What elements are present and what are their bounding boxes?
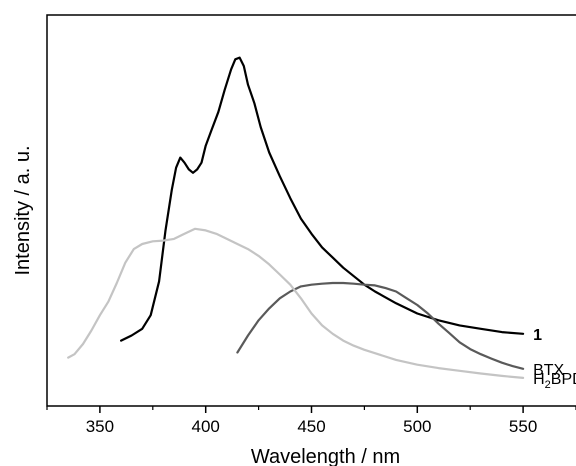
series-label-2: BTX: [533, 362, 564, 379]
series-line-2: [236, 281, 525, 370]
plot-frame: [46, 14, 576, 407]
curves-layer: [67, 56, 525, 379]
series-line-3: [67, 227, 525, 379]
series-line-1: [120, 56, 525, 342]
series-label-1: 1: [533, 327, 542, 344]
x-tick-label: 500: [403, 417, 431, 436]
x-tick-label: 350: [86, 417, 114, 436]
y-axis-title: Intensity / a. u.: [12, 145, 34, 275]
ticks-layer: 350 400 450 500 550: [46, 406, 576, 436]
x-tick-label: 550: [509, 417, 537, 436]
series-labels-layer: 1 BTXH2BPDC: [533, 327, 576, 391]
x-axis-title: Wavelength / nm: [251, 446, 400, 466]
series-label-3: H2BPDC: [533, 371, 576, 391]
x-tick-label: 450: [297, 417, 325, 436]
x-tick-label: 400: [192, 417, 220, 436]
